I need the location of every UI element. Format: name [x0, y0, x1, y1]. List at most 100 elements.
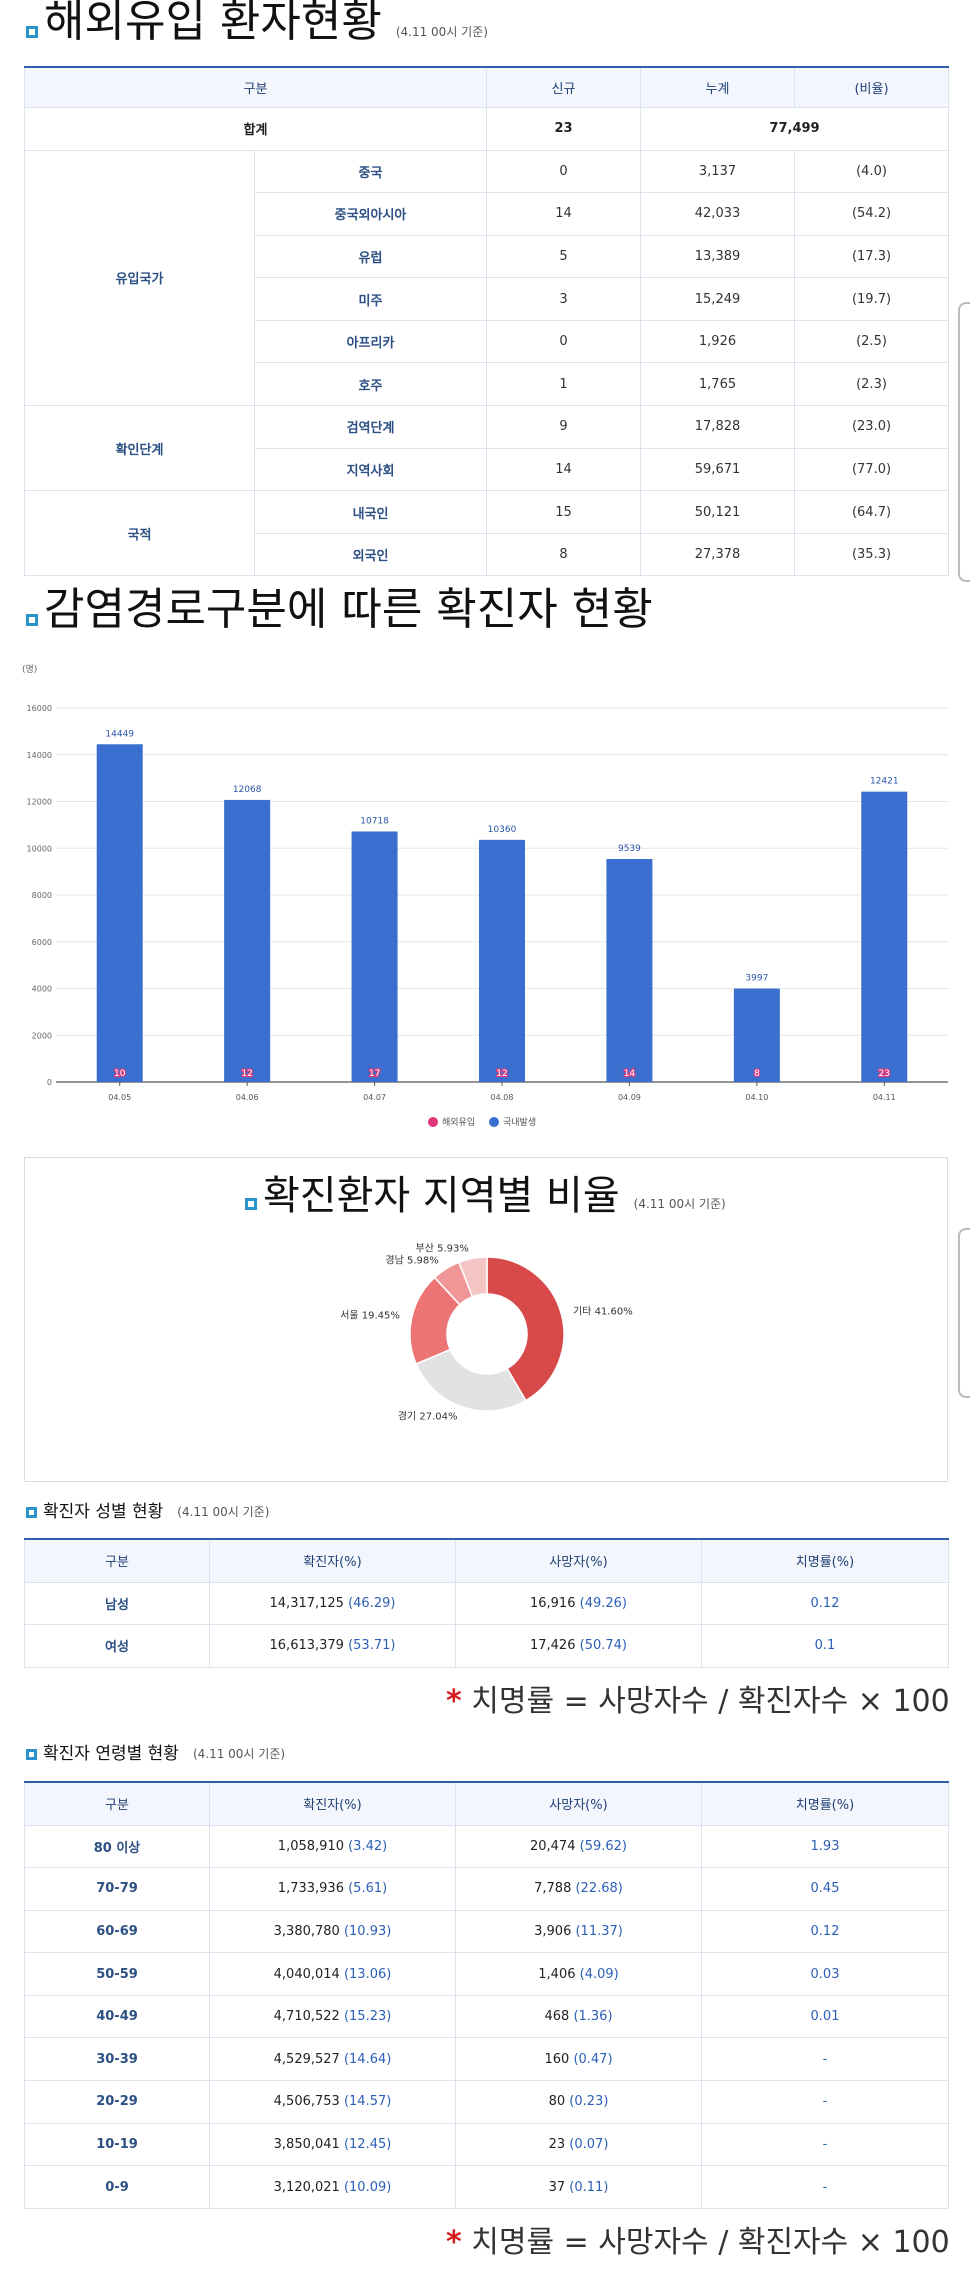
gender-row-deaths: 16,916 (49.26) — [455, 1581, 702, 1625]
bar-domestic — [96, 744, 143, 1082]
legend-domestic-label[interactable]: 국내발생 — [503, 1117, 536, 1128]
confirmed-count: 4,506,753 — [273, 2094, 340, 2110]
import-row: 확인단계 검역단계 9 17,828 (23.0) — [24, 405, 950, 492]
import-row-label: 미주 — [253, 277, 488, 321]
age-table: 구분 확진자(%) 사망자(%) 치명률(%) 80 이상 1,058,910 (… — [24, 1781, 949, 2209]
gender-row-label: 여성 — [24, 1624, 210, 1668]
death-percent: (0.07) — [569, 2136, 609, 2152]
confirmed-percent: (13.06) — [343, 1966, 392, 1982]
bar-value-label: 3997 — [745, 974, 768, 984]
square-bullet-icon — [26, 26, 38, 38]
confirmed-percent: (53.71) — [348, 1638, 396, 1654]
region-chart-box: 확진환자 지역별 비율 (4.11 00시 기준) 기타 41.60% 경기 27… — [24, 1157, 948, 1482]
age-row-label: 20-29 — [24, 2080, 210, 2124]
x-tick-label: 04.06 — [236, 1093, 259, 1102]
import-row: 유럽 5 13,389 (17.3) — [25, 234, 950, 279]
import-row: 중국외아시아 14 42,033 (54.2) — [25, 192, 950, 236]
import-table: 구분 신규 누계 (비율) 합계 23 77,499 유입국가 중국 0 3,137(… — [23, 66, 950, 577]
age-row: 60-69 3,380,780 (10.93) 3,906 (11.37) 0.12 — [24, 1909, 949, 1954]
import-row: 지역사회 14 59,671 (77.0) — [25, 447, 950, 492]
death-percent: (22.68) — [575, 1881, 623, 1897]
import-row: 미주 3 15,249 (19.7) — [25, 277, 950, 321]
gender-header-confirmed: 확진자(%) — [209, 1538, 456, 1583]
gender-row-confirmed: 14,317,125 (46.29) — [209, 1581, 456, 1625]
import-row-cumulative: 15,249 — [640, 277, 796, 321]
death-count: 80 — [548, 2094, 566, 2110]
death-count: 17,426 — [529, 1638, 576, 1654]
gender-row: 남성 14,317,125 (46.29) 16,916 (49.26) 0.12 — [24, 1581, 949, 1625]
confirmed-percent: (46.29) — [348, 1595, 396, 1611]
age-row-cfr: 0.45 — [701, 1867, 949, 1911]
age-header-cfr: 치명률(%) — [701, 1781, 949, 1826]
import-total-new: 23 — [486, 106, 642, 151]
age-row-deaths: 468 (1.36) — [455, 1994, 702, 2039]
route-title: 감염경로구분에 따른 확진자 현황 — [44, 584, 653, 635]
age-row-label: 40-49 — [24, 1994, 210, 2039]
death-percent: (1.36) — [573, 2009, 613, 2025]
import-group-label: 국적 — [24, 490, 255, 577]
import-row-new: 3 — [486, 277, 642, 321]
import-row-label: 중국외아시아 — [253, 192, 488, 236]
y-tick-label: 16000 — [27, 704, 52, 713]
age-row-confirmed: 3,120,021 (10.09) — [209, 2165, 456, 2209]
age-header-confirmed: 확진자(%) — [209, 1781, 456, 1826]
import-row-new: 0 — [486, 149, 642, 194]
legend-import-marker — [428, 1117, 438, 1127]
import-row-new: 15 — [486, 490, 642, 534]
side-scroll-tab[interactable] — [958, 302, 970, 582]
side-scroll-tab[interactable] — [958, 1228, 970, 1398]
y-tick-label: 4000 — [32, 985, 52, 994]
import-value-label: 12 — [241, 1069, 252, 1079]
confirmed-count: 3,380,780 — [273, 1923, 340, 1939]
bar-value-label: 12421 — [870, 777, 899, 787]
age-row-deaths: 3,906 (11.37) — [455, 1909, 702, 1954]
age-row-confirmed: 4,506,753 (14.57) — [209, 2080, 456, 2124]
age-row-deaths: 1,406 (4.09) — [455, 1952, 702, 1996]
age-row-label: 50-59 — [24, 1952, 210, 1996]
import-row-cumulative: 59,671 — [640, 447, 796, 492]
age-date: (4.11 00시 기준) — [192, 1747, 286, 1761]
import-value-label: 17 — [369, 1069, 380, 1079]
legend-import-label[interactable]: 해외유입 — [442, 1116, 475, 1128]
age-row: 30-39 4,529,527 (14.64) 160 (0.47) - — [24, 2037, 949, 2082]
import-group-label: 유입국가 — [24, 149, 255, 407]
import-value-label: 8 — [754, 1069, 760, 1079]
confirmed-count: 3,850,041 — [273, 2136, 340, 2152]
donut-slice-부산 — [457, 1256, 488, 1298]
age-row: 40-49 4,710,522 (15.23) 468 (1.36) 0.01 — [24, 1994, 949, 2039]
confirmed-percent: (3.42) — [348, 1838, 388, 1854]
death-count: 37 — [548, 2179, 566, 2195]
bar-domestic — [351, 831, 398, 1082]
import-row-label: 호주 — [253, 362, 488, 407]
death-percent: (0.11) — [569, 2179, 609, 2195]
legend-domestic-marker — [489, 1117, 499, 1127]
confirmed-count: 4,710,522 — [273, 2009, 340, 2025]
age-row-cfr: - — [701, 2122, 949, 2167]
age-row: 70-79 1,733,936 (5.61) 7,788 (22.68) 0.45 — [24, 1867, 949, 1911]
donut-slice-label: 경기 27.04% — [398, 1410, 458, 1423]
confirmed-count: 1,058,910 — [277, 1838, 344, 1854]
age-row-cfr: - — [701, 2165, 949, 2209]
import-row: 외국인 8 27,378 (35.3) — [25, 532, 950, 577]
import-row-ratio: (23.0) — [794, 405, 950, 449]
age-row: 50-59 4,040,014 (13.06) 1,406 (4.09) 0.03 — [24, 1952, 949, 1996]
cfr-formula-note: * 치명률 = 사망자수 / 확진자수 × 100 — [446, 1676, 950, 1720]
import-section-title: 해외유입 환자현황 (4.11 00시 기준) — [26, 0, 488, 44]
square-bullet-icon — [26, 1749, 37, 1760]
age-row-confirmed: 4,710,522 (15.23) — [209, 1994, 456, 2039]
death-percent: (50.74) — [579, 1638, 627, 1654]
x-tick-label: 04.05 — [108, 1093, 131, 1102]
import-row-new: 1 — [486, 362, 642, 407]
bar-domestic — [224, 799, 271, 1082]
import-header-ratio: (비율) — [794, 66, 950, 108]
age-title: 확진자 연령별 현황 — [43, 1744, 179, 1764]
y-tick-label: 12000 — [27, 798, 52, 807]
age-row-cfr: 0.12 — [701, 1909, 949, 1954]
x-tick-label: 04.08 — [491, 1093, 514, 1102]
death-count: 3,906 — [534, 1923, 572, 1939]
confirmed-count: 4,529,527 — [273, 2051, 340, 2067]
death-count: 1,406 — [538, 1966, 576, 1982]
gender-header-category: 구분 — [24, 1538, 210, 1583]
import-row-ratio: (54.2) — [794, 192, 950, 236]
age-row-deaths: 20,474 (59.62) — [455, 1824, 702, 1869]
